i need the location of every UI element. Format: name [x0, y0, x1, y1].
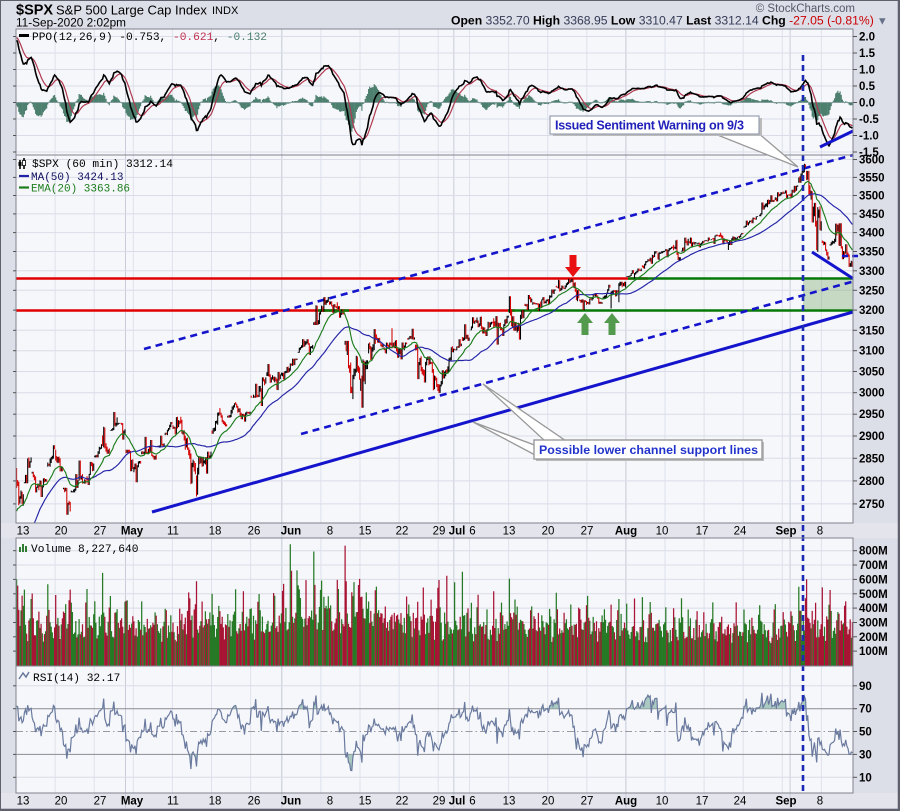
svg-text:0.5: 0.5 — [859, 81, 876, 93]
svg-text:13: 13 — [17, 796, 30, 808]
svg-text:20: 20 — [542, 796, 555, 808]
svg-text:Possible lower channel support: Possible lower channel support lines — [539, 443, 758, 457]
svg-text:-1.5: -1.5 — [859, 147, 879, 159]
svg-text:10: 10 — [656, 526, 669, 538]
svg-text:8: 8 — [817, 796, 823, 808]
svg-text:Open 3352.70 High 3368.95 Low: Open 3352.70 High 3368.95 Low 3310.47 La… — [451, 14, 888, 28]
svg-text:18: 18 — [209, 796, 222, 808]
svg-text:3100: 3100 — [859, 346, 885, 358]
svg-text:Issued Sentiment Warning on 9/: Issued Sentiment Warning on 9/3 — [555, 119, 744, 133]
svg-text:200M: 200M — [859, 632, 888, 644]
svg-text:27: 27 — [94, 796, 107, 808]
svg-text:Jun: Jun — [281, 796, 301, 808]
svg-text:6: 6 — [469, 526, 475, 538]
svg-text:27: 27 — [581, 796, 594, 808]
svg-text:3550: 3550 — [859, 172, 885, 184]
svg-text:Jul: Jul — [449, 796, 466, 808]
svg-text:3400: 3400 — [859, 228, 885, 240]
svg-text:$SPX: $SPX — [16, 3, 53, 19]
svg-text:300M: 300M — [859, 618, 888, 630]
svg-text:EMA(20) 3363.86: EMA(20) 3363.86 — [31, 184, 130, 196]
svg-text:3600: 3600 — [859, 155, 885, 167]
svg-text:70: 70 — [859, 704, 872, 716]
svg-text:13: 13 — [17, 526, 30, 538]
svg-text:8: 8 — [817, 526, 823, 538]
svg-text:27: 27 — [94, 526, 107, 538]
svg-text:-0.5: -0.5 — [859, 114, 879, 126]
svg-text:22: 22 — [396, 526, 409, 538]
svg-text:15: 15 — [359, 526, 372, 538]
svg-text:8: 8 — [327, 796, 333, 808]
svg-text:11: 11 — [167, 526, 179, 538]
svg-text:700M: 700M — [859, 560, 888, 572]
svg-text:Aug: Aug — [615, 796, 637, 808]
svg-text:1.5: 1.5 — [859, 48, 876, 60]
svg-text:3200: 3200 — [859, 305, 885, 317]
svg-text:2900: 2900 — [859, 431, 885, 443]
svg-text:11-Sep-2020 2:02pm: 11-Sep-2020 2:02pm — [16, 16, 126, 30]
svg-text:3500: 3500 — [859, 191, 885, 203]
svg-text:Jun: Jun — [281, 526, 301, 538]
svg-text:2950: 2950 — [859, 409, 885, 421]
svg-text:8: 8 — [327, 526, 333, 538]
svg-text:-1.0: -1.0 — [859, 131, 879, 143]
svg-text:17: 17 — [696, 796, 709, 808]
svg-text:29: 29 — [433, 526, 446, 538]
svg-text:RSI(14) 32.17: RSI(14) 32.17 — [33, 673, 120, 685]
svg-text:600M: 600M — [859, 574, 888, 586]
svg-text:May: May — [121, 526, 144, 538]
svg-text:Sep: Sep — [775, 526, 796, 538]
svg-text:0.0: 0.0 — [859, 98, 875, 110]
svg-text:1.0: 1.0 — [859, 65, 875, 77]
svg-text:90: 90 — [859, 681, 872, 693]
svg-text:20: 20 — [55, 796, 68, 808]
svg-text:10: 10 — [656, 796, 669, 808]
svg-text:S&P 500 Large Cap Index: S&P 500 Large Cap Index — [56, 3, 207, 18]
svg-text:50: 50 — [859, 727, 872, 739]
svg-text:6: 6 — [469, 796, 475, 808]
svg-text:10: 10 — [859, 772, 872, 784]
svg-text:13: 13 — [503, 796, 516, 808]
svg-text:500M: 500M — [859, 589, 888, 601]
svg-text:2850: 2850 — [859, 453, 885, 465]
svg-text:INDX: INDX — [212, 5, 239, 17]
svg-text:400M: 400M — [859, 603, 888, 615]
svg-text:3350: 3350 — [859, 247, 885, 259]
svg-text:Aug: Aug — [615, 526, 637, 538]
svg-text:24: 24 — [734, 796, 747, 808]
svg-text:2.0: 2.0 — [859, 32, 875, 44]
svg-text:2800: 2800 — [859, 476, 885, 488]
svg-text:© StockCharts.com: © StockCharts.com — [756, 3, 855, 15]
svg-text:17: 17 — [696, 526, 709, 538]
svg-text:800M: 800M — [859, 546, 888, 558]
svg-text:MA(50) 3424.13: MA(50) 3424.13 — [31, 172, 123, 184]
svg-text:11: 11 — [167, 796, 179, 808]
svg-text:26: 26 — [248, 526, 261, 538]
svg-text:22: 22 — [396, 796, 409, 808]
svg-text:20: 20 — [55, 526, 68, 538]
svg-text:3450: 3450 — [859, 209, 885, 221]
svg-text:15: 15 — [359, 796, 372, 808]
svg-text:26: 26 — [248, 796, 261, 808]
svg-text:Volume 8,227,640: Volume 8,227,640 — [31, 544, 139, 556]
svg-text:PPO(12,26,9) -0.753, -0.621, -: PPO(12,26,9) -0.753, -0.621, -0.132 — [32, 32, 267, 44]
svg-text:30: 30 — [859, 749, 872, 761]
svg-text:29: 29 — [433, 796, 446, 808]
svg-text:3000: 3000 — [859, 388, 885, 400]
svg-text:24: 24 — [734, 526, 747, 538]
svg-text:3150: 3150 — [859, 325, 885, 337]
svg-text:13: 13 — [503, 526, 516, 538]
svg-text:3250: 3250 — [859, 285, 885, 297]
svg-text:20: 20 — [542, 526, 555, 538]
svg-text:Jul: Jul — [449, 526, 466, 538]
svg-text:100M: 100M — [859, 646, 888, 658]
svg-text:$SPX (60 min) 3312.14: $SPX (60 min) 3312.14 — [32, 159, 173, 171]
svg-text:2750: 2750 — [859, 499, 885, 511]
svg-text:18: 18 — [209, 526, 222, 538]
svg-text:May: May — [121, 796, 144, 808]
svg-text:3050: 3050 — [859, 367, 885, 379]
svg-text:27: 27 — [581, 526, 594, 538]
svg-text:Sep: Sep — [775, 796, 796, 808]
svg-text:3300: 3300 — [859, 266, 885, 278]
